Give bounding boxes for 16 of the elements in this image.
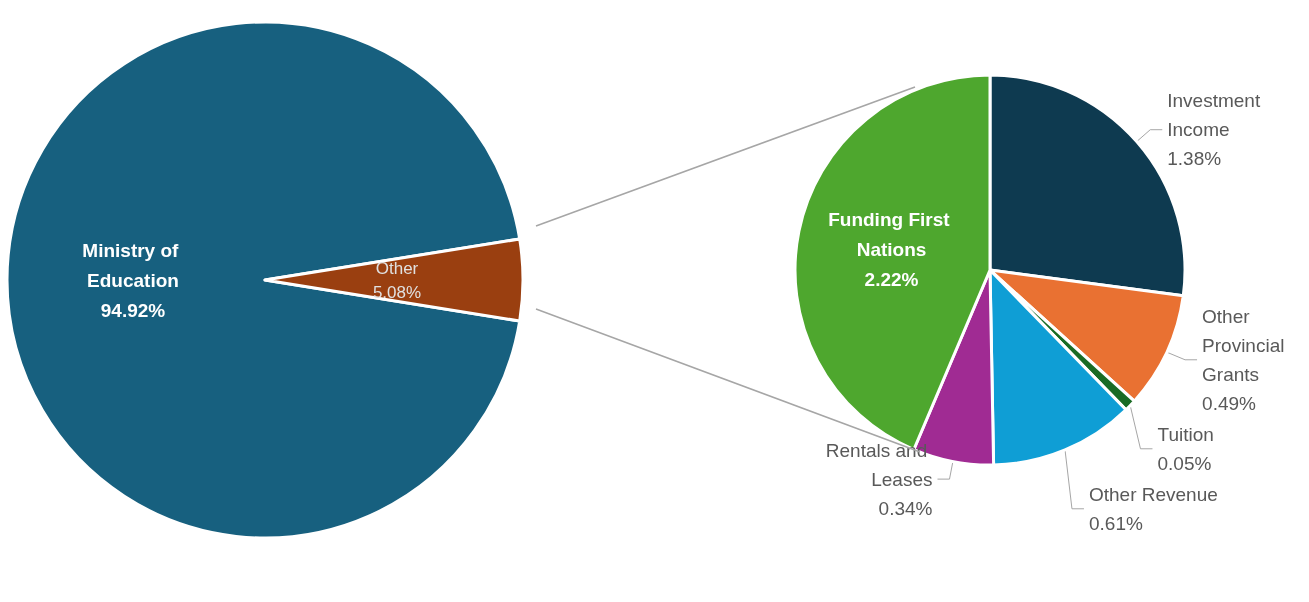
data-label: 0.49% bbox=[1202, 392, 1257, 414]
slice-label: Other Revenue bbox=[1088, 483, 1218, 505]
slice-label: Other Provincial Grants bbox=[1202, 305, 1290, 385]
slice-label: Investment Income bbox=[1167, 90, 1266, 141]
data-label: 2.22% bbox=[864, 269, 919, 291]
data-label: 0.61% bbox=[1088, 512, 1143, 534]
data-label: 1.38% bbox=[1167, 148, 1222, 170]
data-label: 5.08% bbox=[372, 282, 422, 302]
data-label: 94.92% bbox=[100, 299, 166, 321]
data-label: 0.05% bbox=[1157, 452, 1212, 474]
data-label: 0.34% bbox=[878, 497, 933, 519]
slice-label: Ministry of Education bbox=[82, 239, 184, 291]
slice-label: Other bbox=[375, 258, 419, 278]
slice-label: Rentals and Leases bbox=[825, 439, 933, 490]
slice-label: Tuition bbox=[1157, 423, 1214, 445]
slice-label: Funding First Nations bbox=[828, 209, 955, 261]
